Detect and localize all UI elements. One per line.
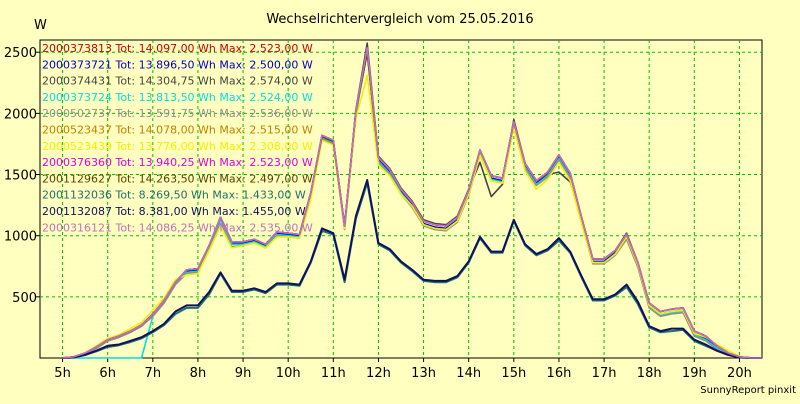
y-tick-label: 2500 <box>4 46 37 61</box>
x-tick-label: 15h <box>501 366 526 381</box>
series-line-11 <box>62 179 762 359</box>
x-tick-label: 5h <box>54 366 71 381</box>
legend-entry: 2000373721 Tot: 13.896,50 Wh Max: 2.500,… <box>42 58 313 71</box>
legend-entry: 2000373724 Tot: 13.813,50 Wh Max: 2.524,… <box>42 91 313 104</box>
x-tick-label: 16h <box>547 366 572 381</box>
x-tick-label: 8h <box>190 366 207 381</box>
x-tick-label: 14h <box>456 366 481 381</box>
y-tick-label: 500 <box>12 291 37 306</box>
legend-entry: 2000374431 Tot: 14.304,75 Wh Max: 2.574,… <box>42 75 313 88</box>
series-line-12 <box>62 47 762 359</box>
footer-credit: SunnyReport pinxit <box>700 385 796 396</box>
series-lines <box>62 42 762 359</box>
y-tick-label: 1500 <box>4 169 37 184</box>
legend-entry: 2000373813 Tot: 14.097,00 Wh Max: 2.523,… <box>42 42 313 55</box>
x-tick-label: 11h <box>321 366 346 381</box>
x-tick-label: 13h <box>411 366 436 381</box>
x-tick-label: 20h <box>727 366 752 381</box>
legend-entry: 2000376360 Tot: 13.940,25 Wh Max: 2.523,… <box>42 156 313 169</box>
legend-entry: 2001132036 Tot: 8.269,50 Wh Max: 1.433,0… <box>42 189 306 202</box>
legend-entry: 2000316121 Tot: 14.086,25 Wh Max: 2.535,… <box>42 221 313 234</box>
x-tick-label: 10h <box>276 366 301 381</box>
grid <box>40 40 762 358</box>
x-tick-label: 9h <box>235 366 252 381</box>
legend-entry: 2000502737 Tot: 13.591,75 Wh Max: 2.536,… <box>42 107 313 120</box>
x-tick-label: 19h <box>682 366 707 381</box>
y-axis: 500 1000 1500 2000 2500 <box>4 46 40 306</box>
legend-entry: 2001132087 Tot: 8.381,00 Wh Max: 1.455,0… <box>42 205 306 218</box>
x-tick-label: 17h <box>592 366 617 381</box>
legend-entry: 2000523439 Tot: 13.776,00 Wh Max: 2.308,… <box>42 140 313 153</box>
x-tick-label: 7h <box>145 366 162 381</box>
x-tick-label: 6h <box>99 366 116 381</box>
x-tick-label: 18h <box>637 366 662 381</box>
legend-entry: 2000523437 Tot: 14.078,00 Wh Max: 2.515,… <box>42 124 313 137</box>
legend-entry: 2001129627 Tot: 14.263,50 Wh Max: 2.497,… <box>42 172 313 185</box>
legend: 2000373813 Tot: 14.097,00 Wh Max: 2.523,… <box>42 42 313 234</box>
x-tick-label: 12h <box>366 366 391 381</box>
x-axis: 5h 6h 7h 8h 9h 10h 11h 12h 13h 14h 15h 16h 17h 18h 19h… <box>54 358 752 381</box>
y-axis-label: W <box>34 18 47 33</box>
y-tick-label: 1000 <box>4 230 37 245</box>
y-tick-label: 2000 <box>4 107 37 122</box>
chart-title: Wechselrichtervergleich vom 25.05.2016 <box>266 12 533 27</box>
